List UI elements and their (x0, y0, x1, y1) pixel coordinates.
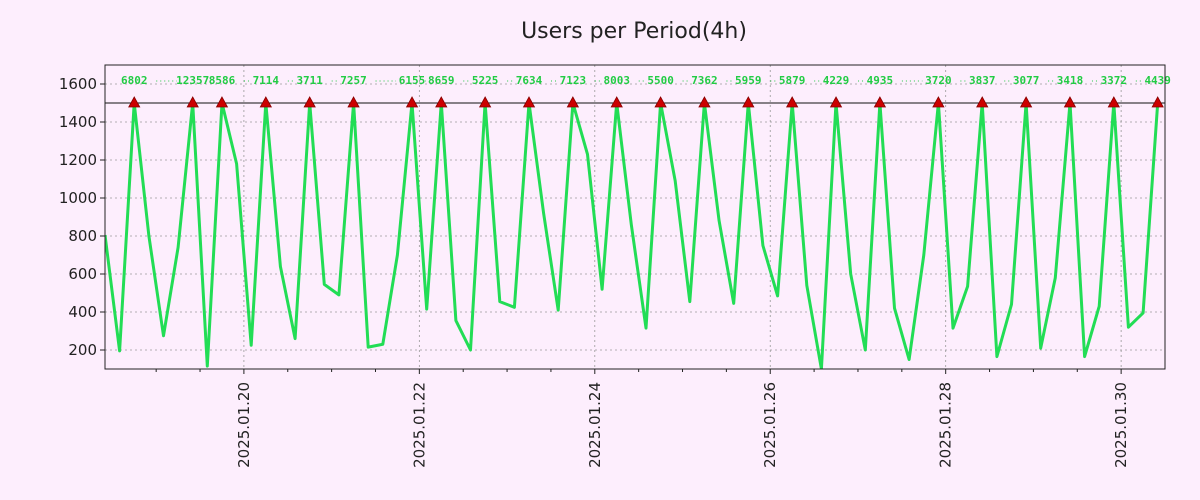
peak-label: 8003 (603, 74, 630, 87)
peak-marker (1107, 96, 1121, 108)
peak-label: 5879 (779, 74, 806, 87)
peak-marker (566, 96, 580, 108)
x-tick-label: 2025.01.30 (1112, 382, 1130, 468)
x-tick-label: 2025.01.26 (761, 382, 779, 468)
y-tick-label: 600 (68, 265, 97, 283)
peak-marker (932, 96, 945, 108)
peak-label: 7362 (691, 74, 718, 87)
peak-label: 4935 (867, 74, 894, 87)
peak-marker (405, 96, 419, 108)
peak-marker (1063, 96, 1077, 108)
peak-marker (654, 96, 667, 108)
peak-marker (303, 96, 316, 108)
peak-label: 4229 (823, 74, 850, 87)
plot-frame (104, 64, 1166, 370)
peak-label: 3372 (1101, 74, 1128, 87)
y-tick-label: 200 (68, 341, 97, 359)
y-tick-label: 1000 (59, 189, 97, 207)
peak-marker (435, 96, 448, 108)
x-axis: 2025.01.20 2025.01.22 2025.01.24 2025.01.26… (155, 369, 1130, 468)
peak-marker (128, 96, 141, 108)
peak-marker (742, 96, 755, 108)
peak-label: 3418 (1057, 74, 1084, 87)
y-tick-label: 1200 (59, 151, 97, 169)
x-tick-label: 2025.01.22 (410, 382, 428, 468)
peak-label: 6155 (399, 74, 426, 87)
peak-label: 3720 (925, 74, 952, 87)
peak-label: 8659 (428, 74, 455, 87)
peak-label: 3837 (969, 74, 996, 87)
peak-label: 3711 (296, 74, 323, 87)
y-tick-label: 1400 (59, 113, 97, 131)
peak-marker (259, 96, 273, 108)
peak-label: 7114 (253, 74, 280, 87)
peak-marker (829, 96, 843, 108)
peak-marker (976, 96, 989, 108)
peak-label: 4439 (1144, 74, 1171, 87)
peak-label: 5225 (472, 74, 499, 87)
peak-label: 7257 (340, 74, 367, 87)
peak-marker (1019, 96, 1033, 108)
peak-labels: 6802 12357 8586 7114 3711 7257 6155 8659 5225 763… (121, 74, 1171, 87)
y-tick-label: 400 (68, 303, 97, 321)
x-tick-label: 2025.01.24 (586, 382, 604, 468)
peak-label: 5500 (647, 74, 674, 87)
peak-marker (873, 96, 887, 108)
peak-marker (347, 96, 360, 108)
x-tick-label: 2025.01.28 (937, 382, 955, 468)
peak-label: 5959 (735, 74, 762, 87)
y-axis: 200 400 600 800 1000 1200 1400 1600 (59, 75, 105, 359)
chart-title: Users per Period(4h) (521, 19, 747, 44)
y-tick-label: 1600 (59, 75, 97, 93)
peak-marker (610, 96, 623, 108)
y-tick-label: 800 (68, 227, 97, 245)
peak-marker (186, 96, 199, 108)
peak-marker (1151, 96, 1164, 108)
peak-marker (478, 96, 492, 108)
peak-label: 7634 (516, 74, 543, 87)
peak-label: 12357 (176, 74, 209, 87)
x-tick-label: 2025.01.20 (235, 382, 253, 468)
peak-marker (522, 96, 536, 108)
peak-marker (698, 96, 711, 108)
peak-label: 7123 (560, 74, 587, 87)
peak-markers (128, 96, 1164, 108)
peak-label: 8586 (209, 74, 236, 87)
peak-label: 3077 (1013, 74, 1040, 87)
peak-label: 6802 (121, 74, 148, 87)
peak-marker (785, 96, 799, 108)
peak-marker (215, 96, 229, 108)
